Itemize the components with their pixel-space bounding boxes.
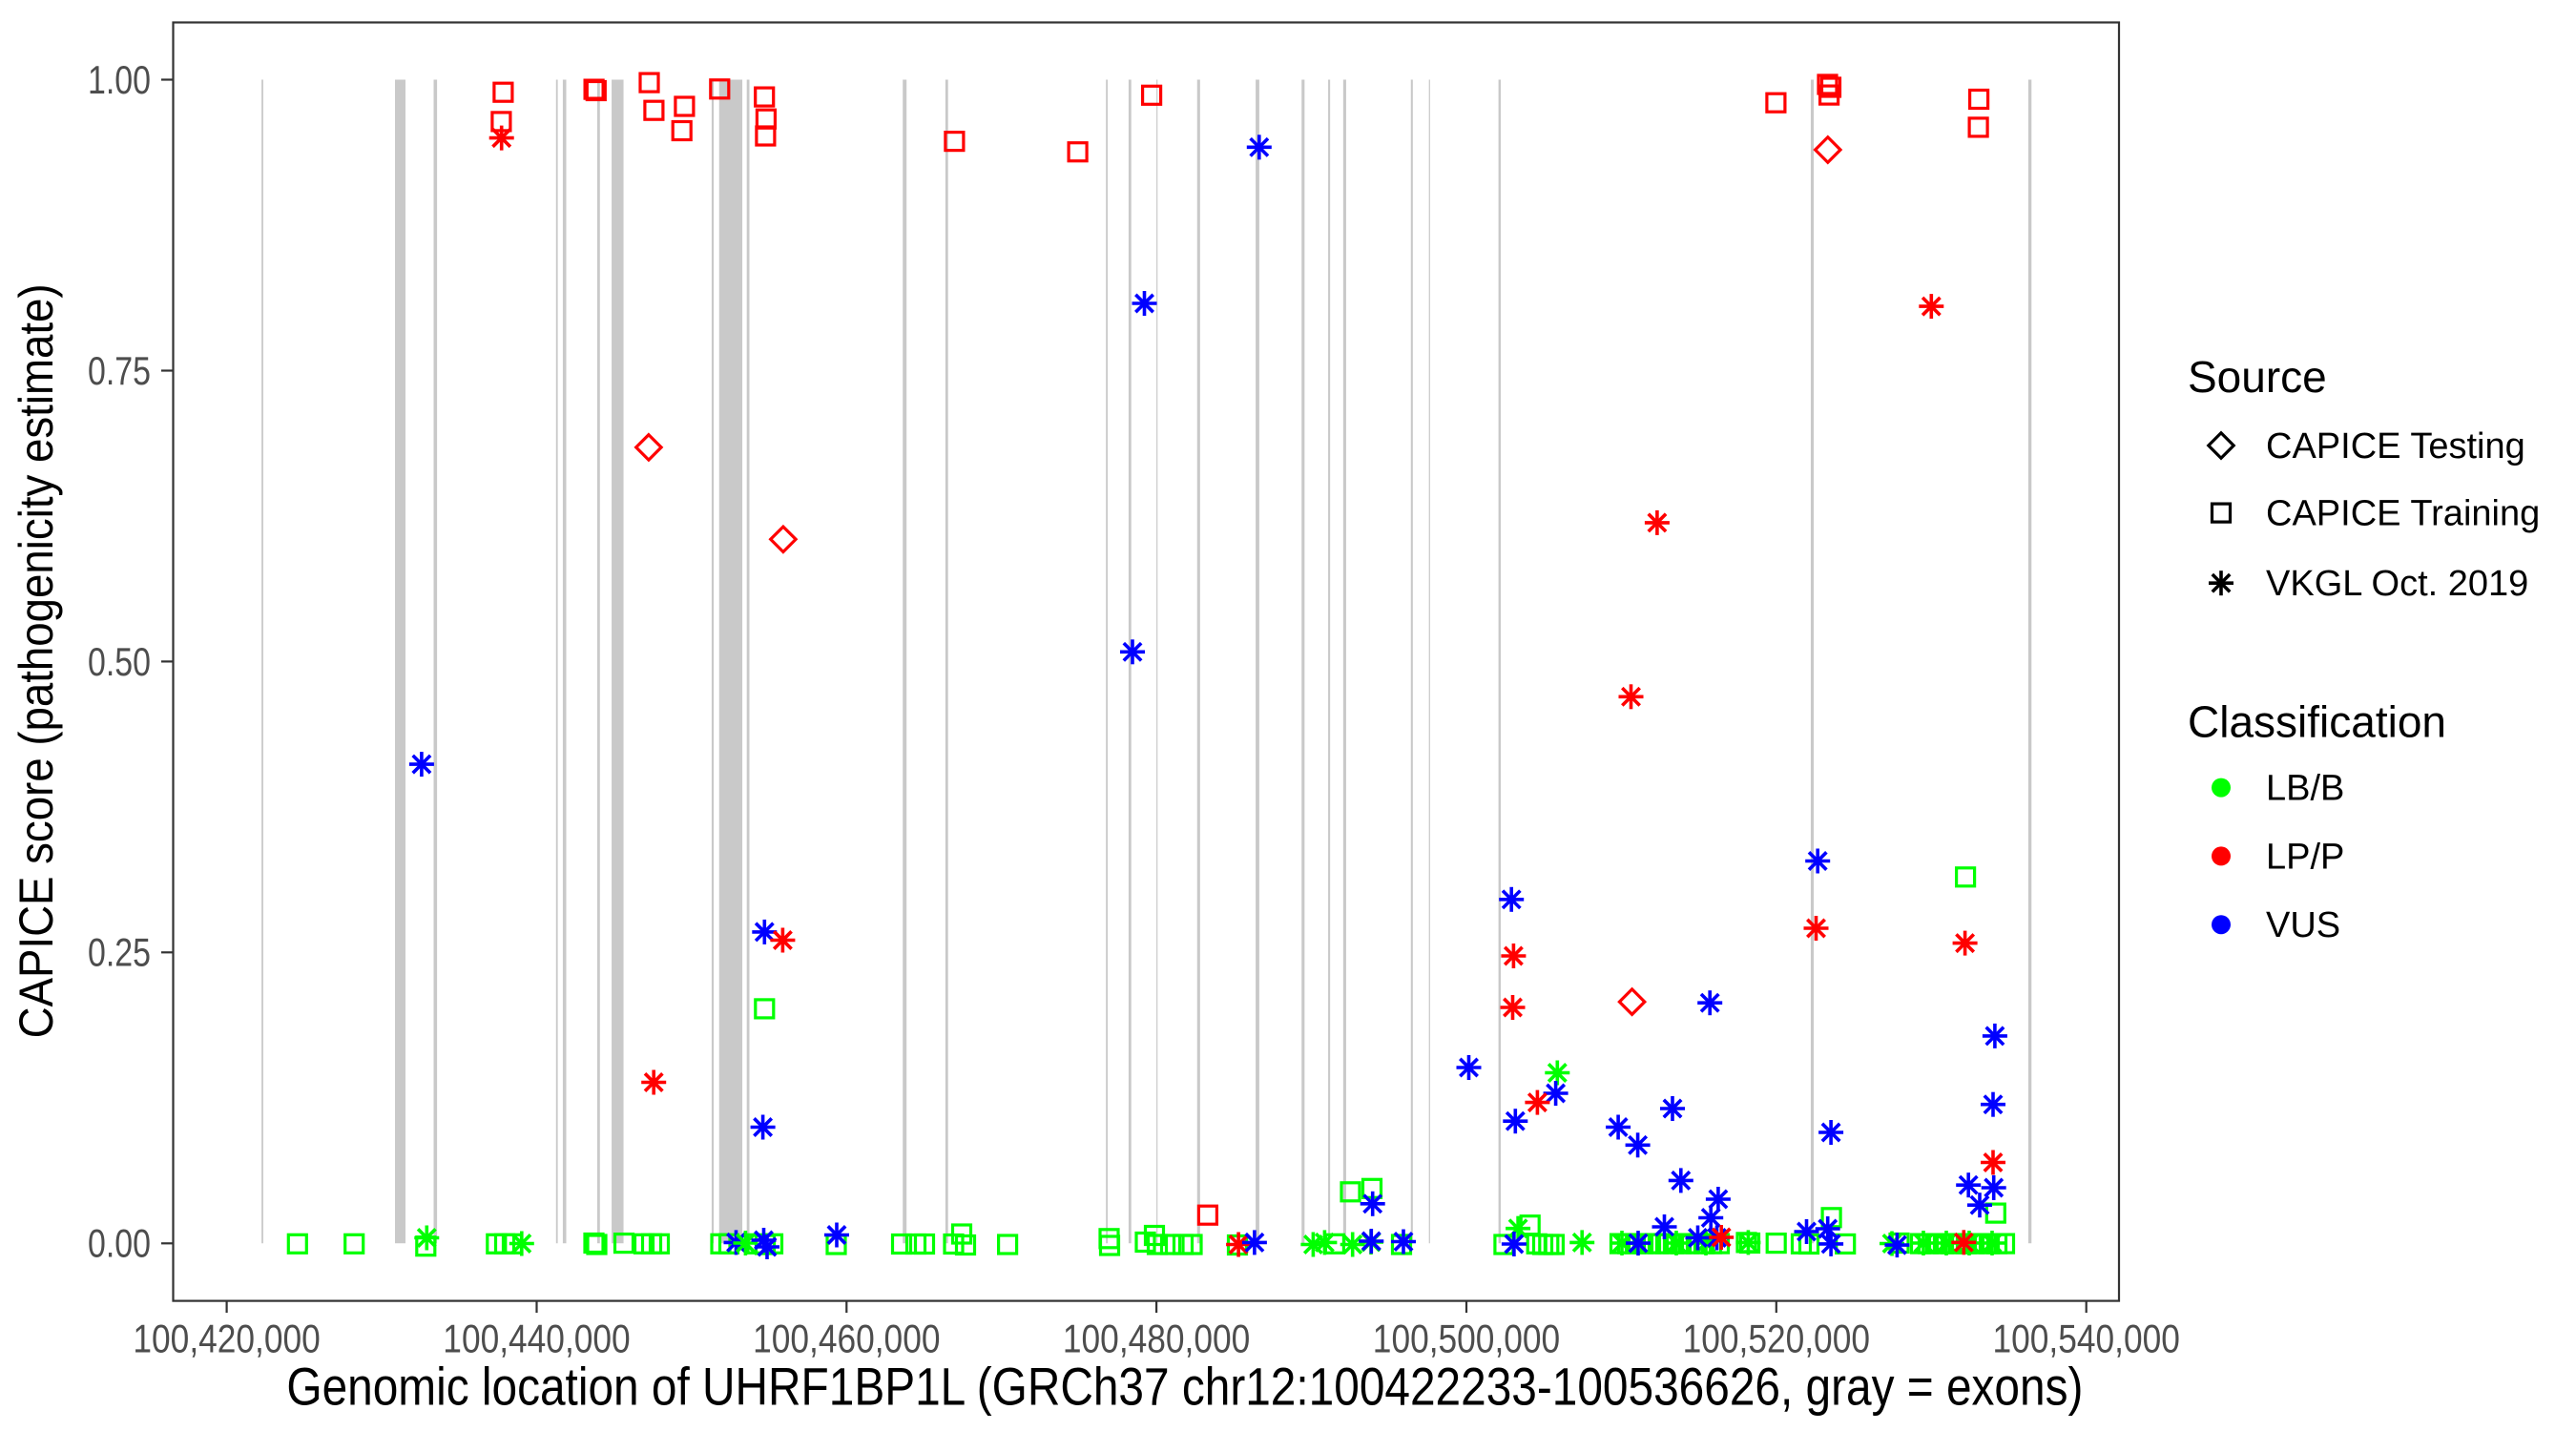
svg-text:VKGL Oct. 2019: VKGL Oct. 2019 xyxy=(2266,564,2528,604)
svg-text:0.50: 0.50 xyxy=(88,639,151,684)
svg-text:Source: Source xyxy=(2188,352,2327,402)
svg-text:CAPICE score (pathogenicity es: CAPICE score (pathogenicity estimate) xyxy=(10,283,63,1038)
svg-text:100,480,000: 100,480,000 xyxy=(1063,1316,1250,1360)
svg-text:0.25: 0.25 xyxy=(88,930,151,975)
svg-text:100,500,000: 100,500,000 xyxy=(1373,1316,1560,1360)
svg-text:100,540,000: 100,540,000 xyxy=(1993,1316,2180,1360)
svg-text:Classification: Classification xyxy=(2188,696,2446,746)
svg-text:1.00: 1.00 xyxy=(88,57,151,102)
svg-text:100,440,000: 100,440,000 xyxy=(443,1316,630,1360)
svg-text:0.00: 0.00 xyxy=(88,1221,151,1266)
svg-text:CAPICE Testing: CAPICE Testing xyxy=(2266,426,2525,467)
svg-text:CAPICE Training: CAPICE Training xyxy=(2266,494,2540,534)
svg-text:100,420,000: 100,420,000 xyxy=(133,1316,320,1360)
svg-text:Genomic location of UHRF1BP1L: Genomic location of UHRF1BP1L (GRCh37 ch… xyxy=(286,1356,2083,1416)
svg-text:0.75: 0.75 xyxy=(88,348,151,393)
svg-text:LB/B: LB/B xyxy=(2266,769,2344,809)
svg-text:100,460,000: 100,460,000 xyxy=(753,1316,940,1360)
svg-text:VUS: VUS xyxy=(2266,905,2340,945)
svg-text:LP/P: LP/P xyxy=(2266,837,2344,877)
svg-text:100,520,000: 100,520,000 xyxy=(1683,1316,1870,1360)
